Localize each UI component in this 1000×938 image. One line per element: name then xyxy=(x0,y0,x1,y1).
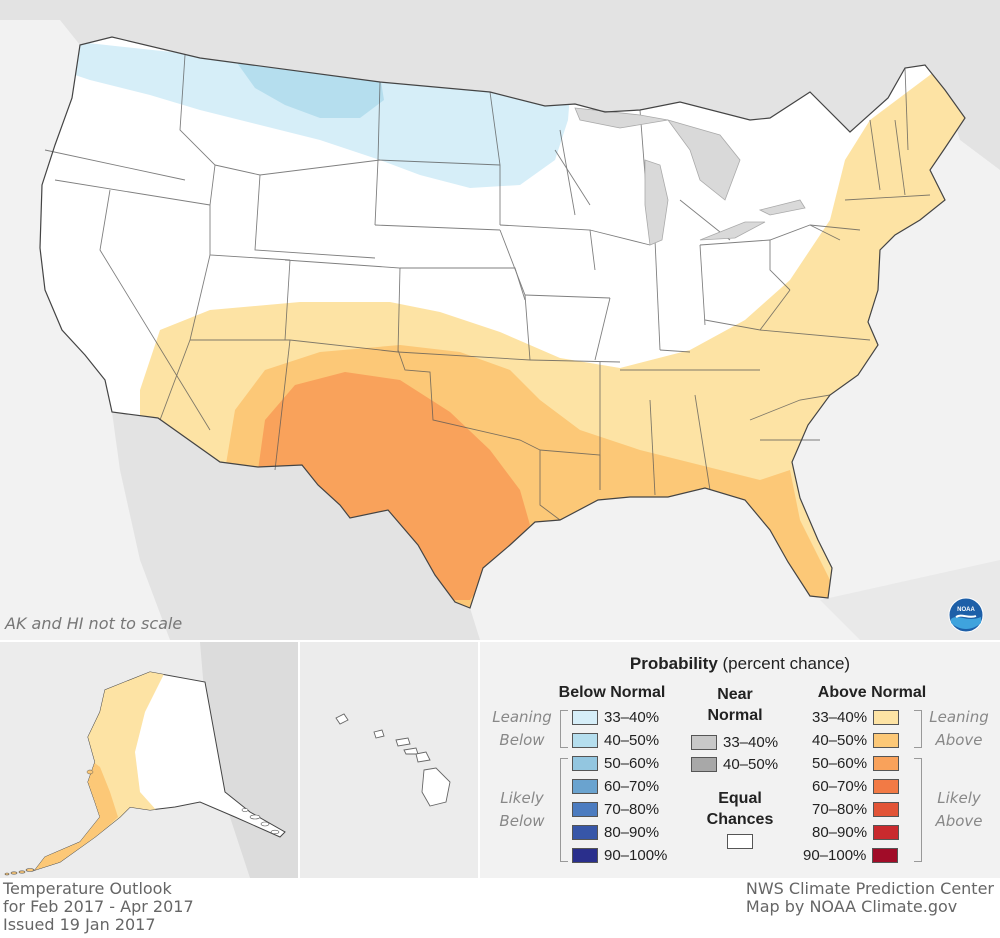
below-70-80-label: 70–80% xyxy=(604,800,660,818)
below-70-80-row: 70–80% xyxy=(572,800,659,818)
above-60-70-label: 60–70% xyxy=(812,777,868,795)
legend-title-bold: Probability xyxy=(629,654,718,673)
above-90-100-swatch xyxy=(872,847,899,863)
below-80-90-label: 80–90% xyxy=(604,823,660,841)
below-90-100-swatch xyxy=(572,847,598,863)
leaning-above-bracket xyxy=(914,710,922,748)
footer-outlook-info: Temperature Outlook for Feb 2017 - Apr 2… xyxy=(3,880,194,934)
equal-chances-line2: Chances xyxy=(706,811,774,828)
legend-title: Probability (percent chance) xyxy=(480,654,1000,674)
above-80-90-row: 80–90% xyxy=(812,823,900,841)
equal-chances-heading: Equal Chances xyxy=(695,788,785,830)
below-50-60-swatch xyxy=(572,755,598,771)
above-90-100-label: 90–100% xyxy=(803,846,867,864)
above-80-90-swatch xyxy=(873,824,900,840)
legend-title-rest: (percent chance) xyxy=(717,654,851,673)
above-40-50-label: 40–50% xyxy=(812,731,868,749)
near-33-40-swatch xyxy=(691,734,717,750)
near-40-50-label: 40–50% xyxy=(723,755,779,773)
footer-title: Temperature Outlook xyxy=(3,879,172,898)
legend: Probability (percent chance) Below Norma… xyxy=(480,642,1000,878)
below-normal-heading: Below Normal xyxy=(558,684,666,701)
below-40-50-row: 40–50% xyxy=(572,731,659,749)
above-70-80-label: 70–80% xyxy=(812,800,868,818)
great-lakes xyxy=(574,107,806,246)
panhandle-islands xyxy=(241,808,280,835)
equal-chances-swatch xyxy=(727,834,753,849)
footer-credit-cpc: NWS Climate Prediction Center xyxy=(745,879,994,898)
scale-note: AK and HI not to scale xyxy=(5,614,183,633)
above-normal-heading: Above Normal xyxy=(817,684,927,701)
above-90-100-row: 90–100% xyxy=(803,846,899,864)
leaning-above-label: Leaning Above xyxy=(929,708,989,749)
above-50-60-row: 50–60% xyxy=(812,754,900,772)
above-50-60-region xyxy=(258,372,530,600)
noaa-logo: NOAA xyxy=(948,597,984,633)
above-33-40-row: 33–40% xyxy=(812,708,900,726)
aleutian-islands xyxy=(4,868,35,876)
likely-above-bracket xyxy=(914,758,922,862)
below-50-60-row: 50–60% xyxy=(572,754,659,772)
below-33-40-swatch xyxy=(572,709,598,725)
below-60-70-row: 60–70% xyxy=(572,777,659,795)
below-50-60-label: 50–60% xyxy=(604,754,660,772)
noaa-logo-icon: NOAA xyxy=(948,597,984,633)
footer-credit-climate: Map by NOAA Climate.gov xyxy=(745,897,958,916)
below-60-70-swatch xyxy=(572,778,598,794)
below-60-70-label: 60–70% xyxy=(604,777,660,795)
below-80-90-row: 80–90% xyxy=(572,823,659,841)
likely-below-bracket xyxy=(560,758,568,862)
leaning-below-label: Leaning Below xyxy=(492,708,552,749)
below-90-100-row: 90–100% xyxy=(572,846,667,864)
likely-above-label: Likely Above xyxy=(935,789,983,830)
near-40-50-row: 40–50% xyxy=(691,755,778,773)
below-40-50-swatch xyxy=(572,732,598,748)
hawaii-inset xyxy=(300,642,478,878)
below-80-90-swatch xyxy=(572,824,598,840)
below-33-40-label: 33–40% xyxy=(604,708,660,726)
below-40-50-label: 40–50% xyxy=(604,731,660,749)
us-outline xyxy=(39,36,966,609)
below-33-40-row: 33–40% xyxy=(572,708,659,726)
neighbor-land xyxy=(0,0,1000,640)
alaska-inset xyxy=(0,642,298,878)
above-70-80-swatch xyxy=(873,801,900,817)
equal-chances-line1: Equal xyxy=(718,790,762,807)
alaska-svg xyxy=(0,642,298,878)
likely-below-label: Likely Below xyxy=(499,789,545,830)
below-70-80-swatch xyxy=(572,801,598,817)
above-70-80-row: 70–80% xyxy=(812,800,900,818)
above-40-50-swatch xyxy=(873,732,900,748)
below-90-100-label: 90–100% xyxy=(604,846,668,864)
main-map xyxy=(0,0,1000,640)
above-33-40-swatch xyxy=(873,709,900,725)
conus-map-svg xyxy=(0,0,1000,640)
state-borders xyxy=(44,54,931,521)
above-50-60-swatch xyxy=(873,755,900,771)
footer-issued: Issued 19 Jan 2017 xyxy=(3,915,156,934)
above-33-40-label: 33–40% xyxy=(812,708,868,726)
above-50-60-label: 50–60% xyxy=(812,754,868,772)
near-40-50-swatch xyxy=(691,756,717,772)
near-normal-heading-line2: Normal xyxy=(707,707,763,724)
above-60-70-swatch xyxy=(873,778,900,794)
near-normal-heading: Near Normal xyxy=(695,684,775,726)
near-33-40-label: 33–40% xyxy=(723,733,779,751)
above-80-90-label: 80–90% xyxy=(812,823,868,841)
footer-credits: NWS Climate Prediction Center Map by NOA… xyxy=(746,880,994,916)
footer-period: for Feb 2017 - Apr 2017 xyxy=(3,897,194,916)
near-normal-heading-line1: Near xyxy=(717,686,753,703)
noaa-logo-text: NOAA xyxy=(957,607,975,613)
above-40-50-row: 40–50% xyxy=(812,731,900,749)
leaning-below-bracket xyxy=(560,710,568,748)
near-33-40-row: 33–40% xyxy=(691,733,778,751)
above-60-70-row: 60–70% xyxy=(812,777,900,795)
hawaii-islands xyxy=(335,713,451,807)
hawaii-svg xyxy=(300,642,478,878)
